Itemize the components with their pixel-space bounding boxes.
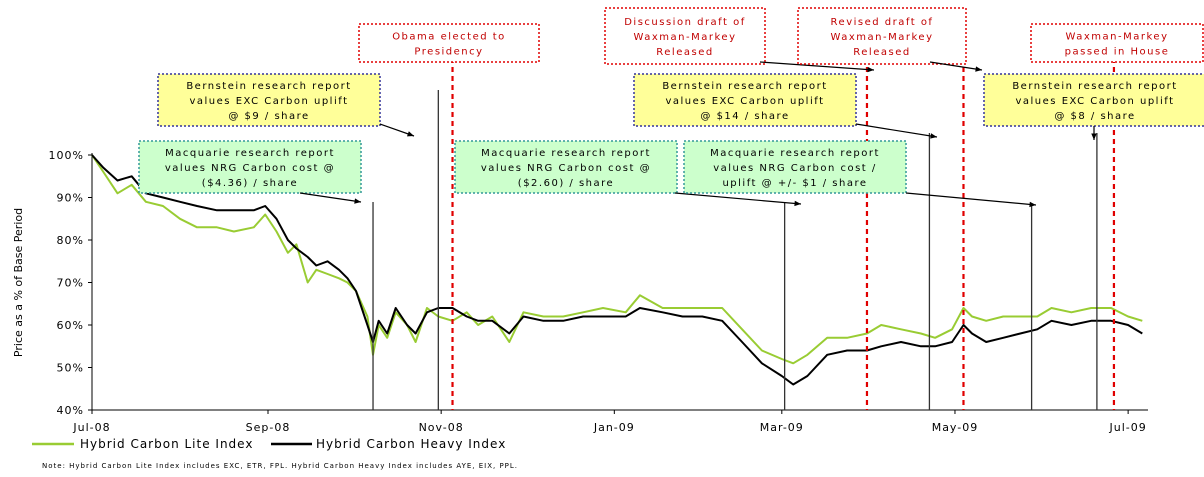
annotation-box [1030,23,1204,63]
x-tick-label: Jul-08 [72,421,110,434]
x-tick-label: Jan-09 [593,421,635,434]
y-tick-label: 50% [57,362,84,375]
footnote: Note: Hybrid Carbon Lite Index includes … [42,462,518,470]
x-tick-label: Nov-08 [419,421,464,434]
chart-axes: 40% 50% 60% 70% 80% 90% 100% Jul-08 Sep-08 Nov-08… [49,149,1148,434]
y-tick-label: 100% [49,149,84,162]
annotation-text: values EXC Carbon uplift [1015,96,1174,107]
chart-series-group [91,154,1143,386]
annotation-box [683,140,907,194]
annotation-text: Waxman-Markey [831,32,934,43]
annotation-box [604,7,766,65]
annotation-arrowhead [1091,133,1097,140]
annotation-text: Bernstein research report [662,81,827,92]
y-tick-label: 60% [57,319,84,332]
annotation-arrowhead [930,133,937,139]
annotation-text: values EXC Carbon uplift [665,96,824,107]
annotation-arrowhead [407,131,414,137]
annotation-arrowhead [354,198,361,204]
annotation-text: Macquarie research report [481,148,651,159]
annotation-box [358,23,540,63]
annotation-arrow [759,61,875,71]
annotation-text: values NRG Carbon cost / [713,163,877,174]
annotation-text: Revised draft of [831,17,934,28]
annotation-text: Released [656,47,713,58]
annotation-text: ($4.36) / share [202,178,298,189]
annotation-text: Presidency [414,47,483,58]
annotation-text: ($2.60) / share [518,178,614,189]
x-tick-label: Mar-09 [760,421,804,434]
annotation-text: values NRG Carbon cost @ [481,163,651,174]
x-tick-label: Jul-09 [1109,421,1147,434]
annotation-box [157,73,381,127]
annotation-arrow [905,192,1037,206]
annotation-text: passed in House [1065,47,1170,58]
annotation-arrow [674,192,802,205]
annotation-arrow [299,192,362,203]
x-tick-label: Sep-08 [246,421,291,434]
legend-label-carbon-heavy: Hybrid Carbon Heavy Index [316,437,506,451]
annotation-arrow [855,123,938,138]
y-tick-label: 90% [57,192,84,205]
annotation-text: Obama elected to [392,32,506,43]
annotation-text: @ $14 / share [700,111,789,122]
series-line-carbon-heavy [91,154,1143,386]
annotation-arrowhead [975,66,982,72]
annotation-text: Bernstein research report [186,81,351,92]
chart-legend: Hybrid Carbon Lite Index Hybrid Carbon He… [32,437,506,451]
y-tick-label: 80% [57,234,84,247]
annotation-box [454,140,678,194]
y-tick-label: 40% [57,404,84,417]
annotation-text: Discussion draft of [624,17,746,28]
annotation-text: Waxman-Markey [634,32,737,43]
annotation-arrowhead [794,200,801,207]
legend-label-carbon-lite: Hybrid Carbon Lite Index [80,437,253,451]
annotation-text: Bernstein research report [1012,81,1177,92]
annotation-arrowhead [867,66,874,73]
annotation-arrow [929,61,983,71]
y-tick-label: 70% [57,277,84,290]
annotation-box [138,140,362,194]
y-axis-label: Price as a % of Base Period [12,208,25,357]
annotation-box [983,73,1204,127]
annotation-text: @ $8 / share [1054,111,1135,122]
annotation-text: values NRG Carbon cost @ [165,163,335,174]
chart-events-group: Macquarie research report values NRG Carb… [138,7,1204,410]
annotation-arrowhead [1029,201,1036,208]
annotation-text: Waxman-Markey [1066,32,1169,43]
annotation-text: uplift @ +/- $1 / share [722,178,867,189]
x-tick-label: May-09 [932,421,979,434]
annotation-text: Macquarie research report [710,148,880,159]
annotation-box [633,73,857,127]
annotation-text: Macquarie research report [165,148,335,159]
annotation-box [797,7,967,65]
annotation-text: @ $9 / share [228,111,309,122]
annotation-text: Released [853,47,910,58]
series-line-carbon-lite [91,154,1143,365]
annotation-text: values EXC Carbon uplift [189,96,348,107]
